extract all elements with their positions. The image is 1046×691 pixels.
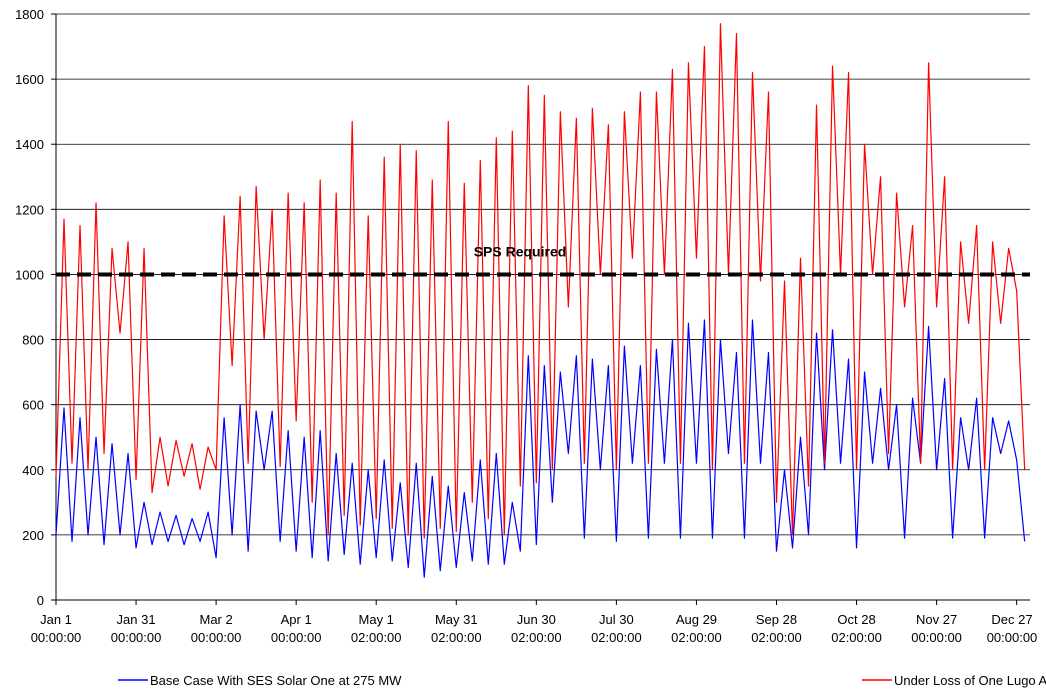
x-tick-time: 02:00:00 [671,630,722,645]
x-tick-label: Dec 27 00:00:00 [987,612,1038,645]
x-tick-time: 00:00:00 [111,630,162,645]
x-tick-date: May 31 [435,612,478,627]
x-tick-time: 00:00:00 [271,630,322,645]
x-tick-date: Apr 1 [281,612,312,627]
x-tick-label: Nov 27 00:00:00 [911,612,962,645]
y-tick-label: 0 [37,593,44,608]
y-tick-label: 200 [22,528,44,543]
y-tick-label: 600 [22,398,44,413]
x-tick-label: Jun 30 02:00:00 [511,612,562,645]
x-tick-label: May 1 02:00:00 [351,612,402,645]
y-tick-label: 1200 [15,202,44,217]
y-tick-label: 800 [22,333,44,348]
x-tick-date: Mar 2 [199,612,232,627]
x-tick-time: 02:00:00 [831,630,882,645]
annotation: SPS Required [474,243,567,259]
x-tick-date: Oct 28 [837,612,875,627]
x-tick-label: Jul 30 02:00:00 [591,612,642,645]
x-tick-date: Jul 30 [599,612,634,627]
x-tick-label: Sep 28 02:00:00 [751,612,802,645]
series-line [55,319,1026,578]
x-tick-date: Jan 31 [117,612,156,627]
x-tick-label: Apr 1 00:00:00 [271,612,322,645]
x-tick-label: May 31 02:00:00 [431,612,482,645]
x-tick-time: 02:00:00 [511,630,562,645]
x-tick-date: Dec 27 [991,612,1032,627]
x-tick-label: Jan 31 00:00:00 [111,612,162,645]
y-tick-label: 400 [22,463,44,478]
x-tick-label: Aug 29 02:00:00 [671,612,722,645]
series-line [55,23,1026,539]
x-tick-label: Mar 2 00:00:00 [191,612,242,645]
x-tick-time: 00:00:00 [987,630,1038,645]
x-tick-time: 02:00:00 [591,630,642,645]
x-tick-label: Oct 28 02:00:00 [831,612,882,645]
x-tick-time: 02:00:00 [351,630,402,645]
x-tick-date: Sep 28 [756,612,797,627]
x-tick-date: Jun 30 [517,612,556,627]
x-tick-date: Jan 1 [40,612,72,627]
y-tick-label: 1800 [15,7,44,22]
y-tick-label: 1000 [15,267,44,282]
x-tick-label: Jan 1 00:00:00 [31,612,82,645]
x-tick-time: 00:00:00 [191,630,242,645]
legend-label: Base Case With SES Solar One at 275 MW [150,673,402,688]
x-tick-time: 02:00:00 [751,630,802,645]
x-tick-time: 00:00:00 [31,630,82,645]
legend-label: Under Loss of One Lugo AA-Bank [894,673,1046,688]
y-tick-label: 1600 [15,72,44,87]
x-tick-time: 00:00:00 [911,630,962,645]
x-tick-date: Aug 29 [676,612,717,627]
x-tick-time: 02:00:00 [431,630,482,645]
y-tick-label: 1400 [15,137,44,152]
x-tick-date: May 1 [359,612,394,627]
x-tick-date: Nov 27 [916,612,957,627]
